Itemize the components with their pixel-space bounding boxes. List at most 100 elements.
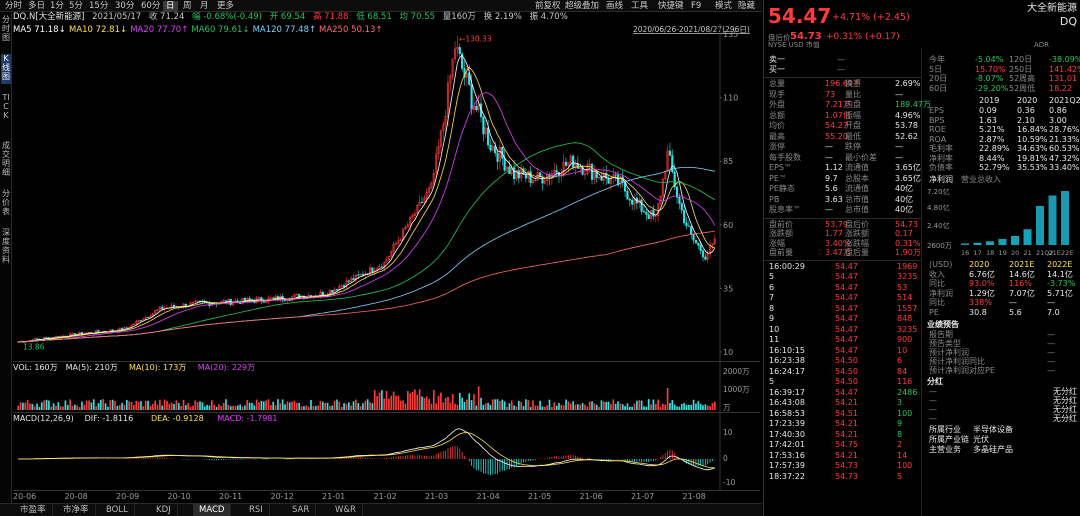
kline-svg[interactable]: MA5 71.18↓ MA10 72.81↓ MA20 77.70↑ MA60 79.… — [13, 24, 760, 361]
toolbar-btn-3[interactable]: 工具 — [631, 1, 649, 11]
fin-row-0-cell: EPS — [929, 106, 944, 115]
volume-bar — [541, 406, 544, 410]
indicator-tab-1[interactable]: 市净率 — [57, 504, 96, 516]
indicator-tab-6[interactable]: SAR — [286, 504, 317, 516]
volume-bar — [274, 405, 277, 410]
tick-row-4-cell: 54.47 — [835, 303, 858, 313]
volume-bar — [182, 399, 185, 410]
indicator-tab-7[interactable]: W&R — [329, 504, 363, 516]
volume-svg[interactable]: VOL: 160万 MA(5): 210万 MA(10): 173万 MA(20): … — [13, 362, 760, 412]
tick-row-18-cell: 54.21 — [835, 450, 858, 460]
volume-bar — [355, 399, 357, 410]
period-tab-6[interactable]: 60分 — [141, 1, 161, 11]
tick-row-2-cell: 53 — [897, 282, 908, 292]
toolbar-btn-1[interactable]: 超级叠加 — [565, 1, 600, 11]
volume-bar — [416, 394, 419, 410]
tick-row-10-cell: 54.50 — [835, 366, 858, 376]
candle-body — [357, 274, 360, 276]
volume-bar — [522, 406, 525, 410]
macd-svg[interactable]: MACD(12,26,9) DIF: -1.8116 DEA: -0.9128 MAC… — [13, 413, 760, 491]
volume-bar — [199, 401, 201, 410]
volume-bar — [713, 401, 716, 410]
volume-bar — [95, 406, 97, 410]
period-tab-10[interactable]: 更多 — [217, 1, 235, 11]
volume-bar — [565, 399, 567, 410]
view-tab-5[interactable]: 深度资料 — [2, 228, 10, 264]
fin-row-5-cell: 47.32% — [1049, 153, 1080, 163]
period-tab-5[interactable]: 30分 — [115, 1, 135, 11]
period-tab-9[interactable]: 月 — [200, 1, 209, 11]
volume-bar — [331, 405, 334, 410]
indicator-tab-3[interactable]: KDJ — [150, 504, 178, 516]
toolbar-btn-2[interactable]: 画线 — [606, 1, 624, 11]
period-tab-2[interactable]: 1分 — [50, 1, 64, 11]
candle-body — [498, 146, 502, 162]
view-tab-4[interactable]: 分价表 — [2, 189, 10, 216]
est-head-cell: (USD) — [929, 259, 953, 269]
candle-body — [35, 338, 39, 340]
macd-panel[interactable]: MACD(12,26,9) DIF: -1.8116 DEA: -0.9128 MAC… — [13, 412, 760, 491]
perf-row-1: 5日 15.70%250日 141.42% — [927, 65, 1080, 75]
toolbar-btn-6[interactable]: 模式 — [715, 1, 733, 11]
period-tab-8[interactable]: 周 — [183, 1, 192, 11]
tick-row-0-cell: 54.47 — [835, 261, 858, 271]
volume-bar — [428, 398, 430, 410]
candle-body — [423, 197, 426, 203]
toolbar-btn-7[interactable]: 隐藏 — [738, 1, 756, 11]
candle-body — [392, 243, 395, 252]
candle-body — [451, 58, 454, 77]
volume-bar — [584, 404, 586, 410]
tick-row-19-cell: 54.73 — [835, 461, 858, 470]
period-tab-7[interactable]: 日 — [163, 1, 178, 12]
vol-tick-0: 2000万 — [723, 367, 750, 376]
view-tab-2[interactable]: TICK — [2, 93, 10, 120]
tick-row-1-cell: 5 — [769, 272, 775, 281]
period-tab-4[interactable]: 15分 — [89, 1, 109, 11]
turnover-label: 换 2.19% — [483, 12, 522, 22]
volume-bar — [432, 389, 435, 410]
date-tick-8: 21-03 — [425, 492, 449, 501]
volume-bar — [470, 400, 473, 410]
candle-body — [484, 127, 487, 135]
view-tab-3[interactable]: 成交明细 — [2, 141, 10, 177]
candle-body — [442, 123, 445, 131]
period-tab-0[interactable]: 分时 — [5, 1, 23, 11]
candle-body — [647, 214, 650, 219]
tick-row-11-cell: 116 — [897, 377, 913, 386]
tick-row-9-cell: 6 — [897, 356, 903, 365]
volume-bar — [296, 403, 298, 410]
period-toolbar: 分时 多日 1分 5分 15分 30分 60分日周月更多 前复权 超级叠加 画线 工具 快捷键 F9 模式… — [0, 0, 762, 12]
toolbar-btn-0[interactable]: 前复权 — [535, 1, 561, 11]
volume-bar — [425, 396, 428, 410]
indicator-tab-0[interactable]: 市盈率 — [14, 504, 53, 516]
volume-bar — [515, 406, 518, 410]
view-tab-1[interactable]: K线图 — [1, 54, 11, 84]
volume-bar — [690, 404, 693, 410]
indicator-tab-2[interactable]: BOLL — [100, 504, 135, 516]
candle-body — [413, 213, 416, 216]
est-head-cell: 2021E — [1009, 259, 1035, 269]
volume-bar — [147, 400, 149, 410]
volume-bar — [92, 399, 95, 410]
volume-bar — [536, 405, 539, 410]
indicator-tab-5[interactable]: RSI — [243, 504, 270, 516]
indicator-tab-4[interactable]: MACD — [193, 504, 232, 516]
stat-row-9-cell: 总股本 — [845, 173, 869, 183]
tick-row-8-cell: 16:10:15 — [769, 345, 805, 355]
volume-bar — [352, 401, 355, 410]
tick-row-11-cell: 5 — [769, 377, 775, 386]
adr-label: ADR — [1034, 41, 1050, 49]
kline-chart[interactable]: MA5 71.18↓ MA10 72.81↓ MA20 77.70↑ MA60 79.… — [13, 24, 760, 361]
toolbar-btn-5[interactable]: F9 — [691, 1, 702, 11]
date-label: 2021/05/17 — [92, 12, 142, 22]
volume-panel[interactable]: VOL: 160万 MA(5): 210万 MA(10): 173万 MA(20): … — [13, 361, 760, 412]
fin-row-2: ROE 5.21% 16.84% 28.76% — [927, 126, 1080, 135]
period-tab-3[interactable]: 5分 — [69, 1, 83, 11]
candle-body — [331, 289, 334, 293]
toolbar-btn-4[interactable]: 快捷键 — [658, 1, 684, 11]
volume-label: 量160万 — [442, 12, 476, 22]
price-tick-0: 135 — [723, 30, 738, 39]
period-tab-1[interactable]: 多日 — [28, 1, 46, 11]
tick-row-20-cell: 18:37:22 — [769, 471, 805, 481]
view-tab-0[interactable]: 分时图 — [2, 15, 10, 42]
